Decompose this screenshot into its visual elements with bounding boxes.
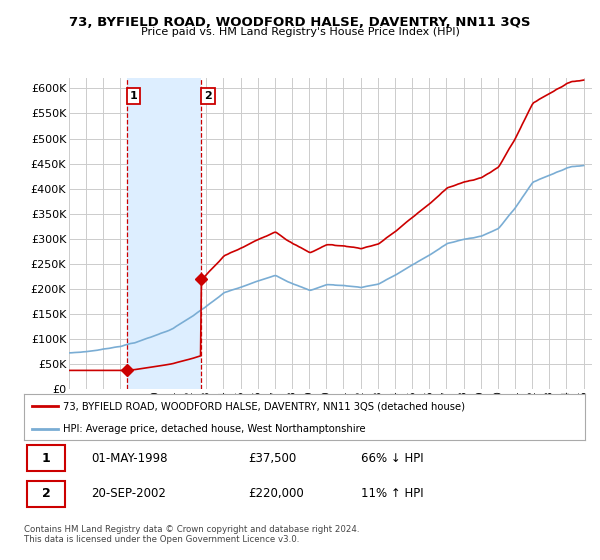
FancyBboxPatch shape	[27, 445, 65, 471]
Bar	[127, 78, 202, 389]
Text: Price paid vs. HM Land Registry's House Price Index (HPI): Price paid vs. HM Land Registry's House …	[140, 27, 460, 37]
Text: 73, BYFIELD ROAD, WOODFORD HALSE, DAVENTRY, NN11 3QS (detached house): 73, BYFIELD ROAD, WOODFORD HALSE, DAVENT…	[63, 401, 465, 411]
Text: 2: 2	[204, 91, 212, 101]
Text: 2: 2	[41, 487, 50, 500]
Text: £37,500: £37,500	[248, 452, 296, 465]
Text: 01-MAY-1998: 01-MAY-1998	[91, 452, 168, 465]
Text: 66% ↓ HPI: 66% ↓ HPI	[361, 452, 423, 465]
Text: 73, BYFIELD ROAD, WOODFORD HALSE, DAVENTRY, NN11 3QS: 73, BYFIELD ROAD, WOODFORD HALSE, DAVENT…	[69, 16, 531, 29]
Text: 11% ↑ HPI: 11% ↑ HPI	[361, 487, 423, 500]
FancyBboxPatch shape	[27, 481, 65, 507]
Text: Contains HM Land Registry data © Crown copyright and database right 2024.
This d: Contains HM Land Registry data © Crown c…	[24, 525, 359, 544]
Text: HPI: Average price, detached house, West Northamptonshire: HPI: Average price, detached house, West…	[63, 424, 366, 435]
Text: 1: 1	[130, 91, 137, 101]
Text: 1: 1	[41, 452, 50, 465]
Text: £220,000: £220,000	[248, 487, 304, 500]
Text: 20-SEP-2002: 20-SEP-2002	[91, 487, 166, 500]
